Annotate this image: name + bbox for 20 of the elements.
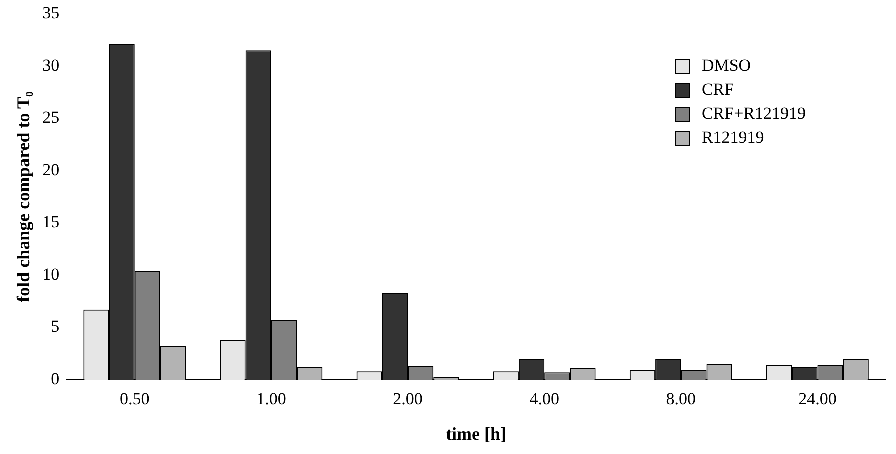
y-tick-label: 5 bbox=[51, 317, 60, 336]
x-axis-title: time [h] bbox=[446, 424, 507, 444]
x-tick-label: 0.50 bbox=[120, 390, 150, 409]
legend-label: CRF+R121919 bbox=[702, 103, 806, 125]
x-tick-label: 1.00 bbox=[256, 390, 286, 409]
legend-label: R121919 bbox=[702, 127, 764, 149]
x-tick-label: 2.00 bbox=[393, 390, 423, 409]
y-tick-label: 10 bbox=[42, 264, 60, 284]
y-tick-label: 20 bbox=[42, 160, 60, 180]
y-tick-label: 30 bbox=[42, 56, 60, 75]
y-axis-title: fold change compared to T₀ bbox=[13, 92, 34, 302]
y-tick-label: 15 bbox=[42, 212, 60, 232]
y-tick-label: 0 bbox=[51, 369, 60, 388]
legend-label: DMSO bbox=[702, 55, 752, 77]
x-tick-label: 24.00 bbox=[798, 390, 837, 409]
x-tick-label: 8.00 bbox=[666, 390, 696, 409]
y-tick-label: 25 bbox=[42, 108, 60, 128]
y-tick-label: 35 bbox=[42, 3, 60, 22]
x-tick-label: 4.00 bbox=[530, 390, 560, 409]
legend-label: CRF bbox=[702, 79, 734, 101]
